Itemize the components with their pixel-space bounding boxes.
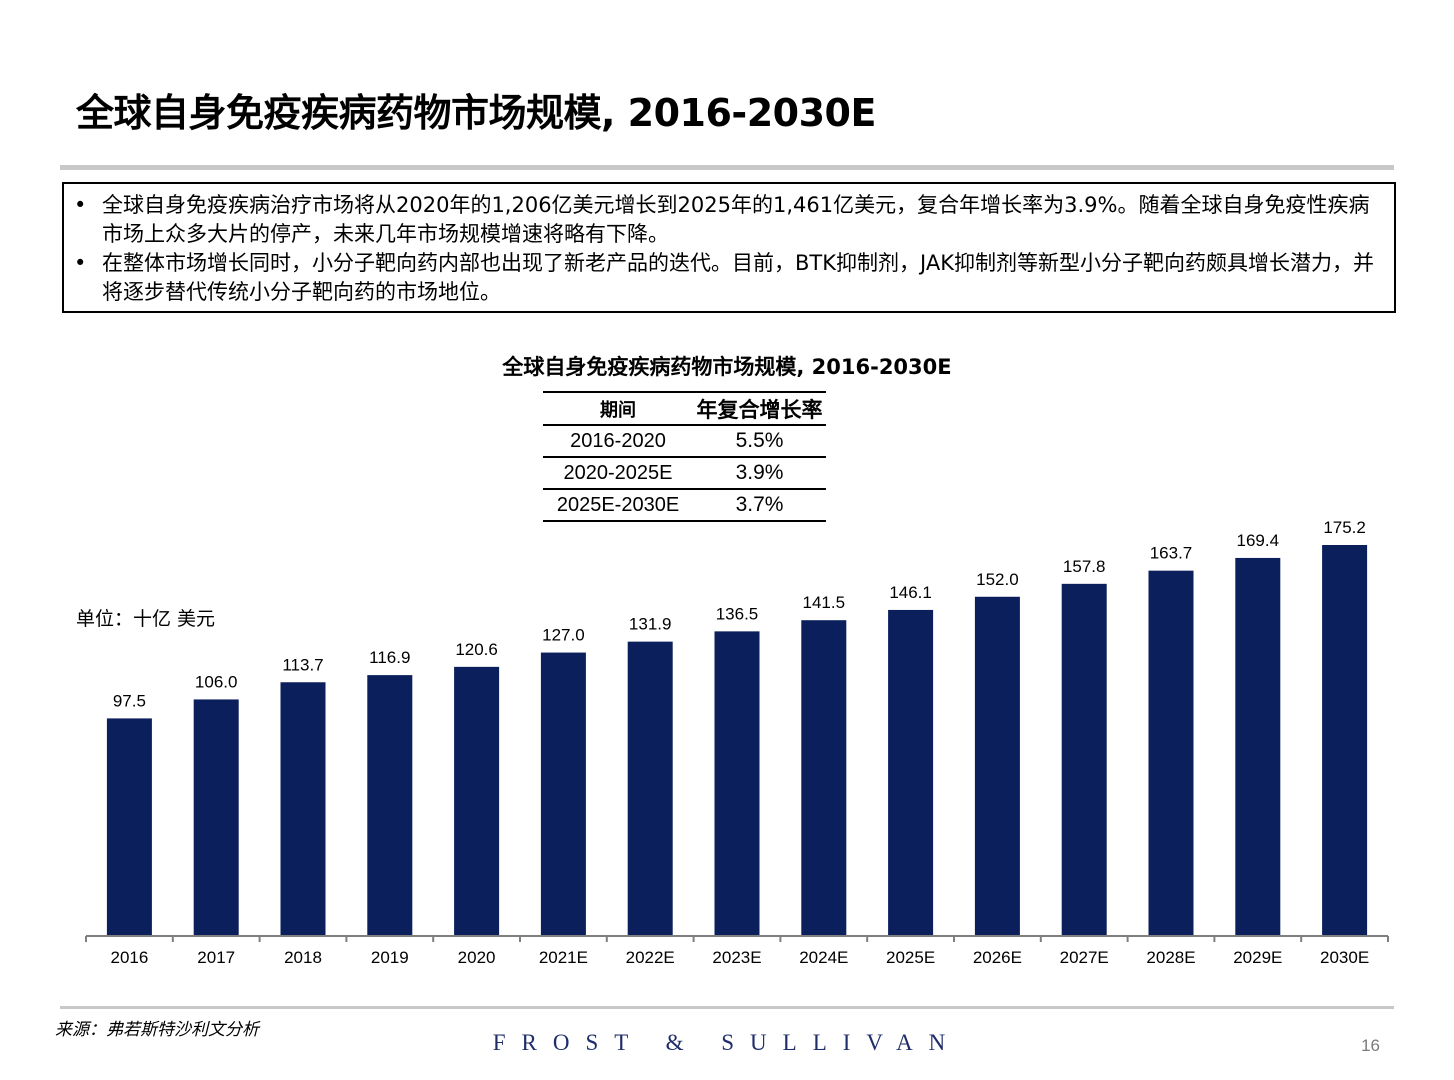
unit-label: 单位：十亿 美元 xyxy=(76,608,216,630)
chart-bar xyxy=(714,631,760,936)
data-label: 169.4 xyxy=(1237,531,1280,550)
chart-bar xyxy=(974,596,1020,936)
data-label: 141.5 xyxy=(803,593,846,612)
chart-bar xyxy=(193,699,239,936)
source-note: 来源：弗若斯特沙利文分析 xyxy=(55,1020,259,1040)
data-label: 97.5 xyxy=(113,691,146,710)
chart-bar xyxy=(540,652,586,936)
cagr-header-period: 期间 xyxy=(543,391,693,426)
x-tick-label: 2019 xyxy=(371,948,409,967)
data-label: 120.6 xyxy=(455,640,498,659)
summary-bullet: • 全球自身免疫疾病治疗市场将从2020年的1,206亿美元增长到2025年的1… xyxy=(72,191,1386,249)
data-label: 116.9 xyxy=(369,648,410,667)
data-label: 163.7 xyxy=(1150,544,1193,563)
bullet-marker: • xyxy=(74,251,87,275)
chart-bar xyxy=(1235,557,1281,936)
cagr-rate: 3.7% xyxy=(693,489,826,522)
chart-bar xyxy=(627,641,673,936)
data-label: 157.8 xyxy=(1063,557,1106,576)
cagr-period: 2016-2020 xyxy=(543,425,693,458)
summary-bullet: • 在整体市场增长同时，小分子靶向药内部也出现了新老产品的迭代。目前，BTK抑制… xyxy=(72,249,1386,307)
x-tick-label: 2026E xyxy=(973,948,1022,967)
cagr-table: 期间 年复合增长率 2016-2020 5.5% 2020-2025E 3.9%… xyxy=(543,391,826,522)
x-tick-label: 2021E xyxy=(539,948,588,967)
data-label: 113.7 xyxy=(282,655,323,674)
bullet-marker: • xyxy=(74,193,87,217)
chart-bar xyxy=(1322,545,1368,936)
chart-bar xyxy=(1061,583,1107,936)
cagr-period: 2020-2025E xyxy=(543,457,693,490)
x-tick-label: 2028E xyxy=(1146,948,1195,967)
chart-bar xyxy=(454,666,500,936)
title-divider xyxy=(60,165,1394,170)
x-tick-label: 2017 xyxy=(197,948,235,967)
cagr-rate: 3.9% xyxy=(693,457,826,490)
x-tick-label: 2020 xyxy=(458,948,496,967)
cagr-header-row: 期间 年复合增长率 xyxy=(543,391,826,426)
summary-text: 全球自身免疫疾病治疗市场将从2020年的1,206亿美元增长到2025年的1,4… xyxy=(102,193,1370,246)
footer-divider xyxy=(60,1006,1394,1009)
data-label: 146.1 xyxy=(889,583,932,602)
x-tick-label: 2025E xyxy=(886,948,935,967)
x-tick-label: 2018 xyxy=(284,948,322,967)
data-label: 127.0 xyxy=(542,626,585,645)
cagr-period: 2025E-2030E xyxy=(543,489,693,522)
table-row: 2016-2020 5.5% xyxy=(543,425,826,458)
chart-bar xyxy=(1148,570,1194,936)
page-number: 16 xyxy=(1361,1036,1380,1055)
data-label: 131.9 xyxy=(629,615,672,634)
chart-title: 全球自身免疫疾病药物市场规模, 2016-2030E xyxy=(502,355,952,379)
chart-bar xyxy=(367,675,413,936)
chart-bar xyxy=(888,609,934,936)
data-label: 136.5 xyxy=(716,604,759,623)
x-tick-label: 2030E xyxy=(1320,948,1369,967)
data-label: 152.0 xyxy=(976,570,1019,589)
page-title: 全球自身免疫疾病药物市场规模, 2016-2030E xyxy=(76,91,876,135)
x-tick-label: 2024E xyxy=(799,948,848,967)
table-row: 2025E-2030E 3.7% xyxy=(543,489,826,522)
table-row: 2020-2025E 3.9% xyxy=(543,457,826,490)
x-tick-label: 2027E xyxy=(1060,948,1109,967)
data-label: 106.0 xyxy=(195,672,238,691)
x-tick-label: 2029E xyxy=(1233,948,1282,967)
cagr-header-rate: 年复合增长率 xyxy=(693,391,826,426)
brand-logo: FROST & SULLIVAN xyxy=(492,1030,962,1055)
x-tick-label: 2022E xyxy=(626,948,675,967)
x-tick-label: 2023E xyxy=(712,948,761,967)
chart-bar xyxy=(801,620,847,936)
data-label: 175.2 xyxy=(1323,518,1366,537)
summary-text: 在整体市场增长同时，小分子靶向药内部也出现了新老产品的迭代。目前，BTK抑制剂，… xyxy=(102,251,1374,304)
x-tick-label: 2016 xyxy=(110,948,148,967)
summary-box: • 全球自身免疫疾病治疗市场将从2020年的1,206亿美元增长到2025年的1… xyxy=(62,182,1396,313)
cagr-rate: 5.5% xyxy=(693,425,826,458)
chart-bar xyxy=(280,682,326,936)
chart-bar xyxy=(106,718,152,936)
